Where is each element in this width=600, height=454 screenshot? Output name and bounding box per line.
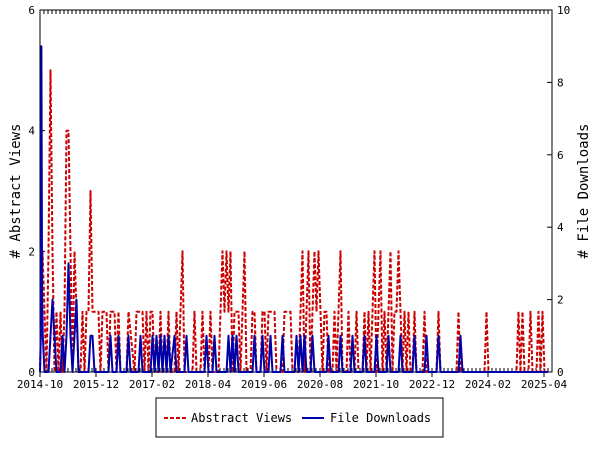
y-right-tick-label: 6 — [557, 149, 564, 162]
x-tick-label: 2025-04 — [521, 378, 568, 391]
x-tick-label: 2014-10 — [17, 378, 63, 391]
legend-box — [155, 397, 444, 438]
x-tick-label: 2017-02 — [129, 378, 175, 391]
x-tick-label: 2022-12 — [409, 378, 455, 391]
y-right-tick-label: 8 — [557, 76, 564, 89]
legend-label-abstract-views: Abstract Views — [191, 411, 292, 425]
y-left-tick-label: 0 — [28, 366, 35, 379]
legend-label-file-downloads: File Downloads — [330, 411, 431, 425]
x-tick-label: 2021-10 — [353, 378, 399, 391]
left-axis-label: # Abstract Views — [8, 124, 24, 259]
y-right-tick-label: 0 — [557, 366, 564, 379]
series-layer — [39, 45, 548, 373]
right-axis-label: # File Downloads — [576, 124, 592, 259]
series-line-abstract-views — [39, 69, 546, 373]
legend: Abstract Views File Downloads — [155, 397, 444, 438]
x-tick-label: 2015-12 — [73, 378, 119, 391]
y-right-tick-label: 2 — [557, 294, 564, 307]
axis-ticks: 2014-10 2015-12 2017-02 2018-04 2019-06 2020-… — [17, 4, 570, 391]
y-left-tick-label: 6 — [28, 4, 35, 17]
x-tick-label: 2019-06 — [241, 378, 287, 391]
x-tick-label: 2018-04 — [185, 378, 232, 391]
plot-area — [39, 9, 553, 373]
y-right-tick-label: 4 — [557, 221, 564, 234]
y-left-tick-label: 4 — [28, 125, 35, 138]
x-tick-label: 2024-02 — [465, 378, 511, 391]
series-line-file-downloads — [39, 45, 548, 373]
y-right-tick-label: 10 — [557, 4, 570, 17]
y-left-tick-label: 2 — [28, 245, 35, 258]
x-tick-label: 2020-08 — [297, 378, 343, 391]
